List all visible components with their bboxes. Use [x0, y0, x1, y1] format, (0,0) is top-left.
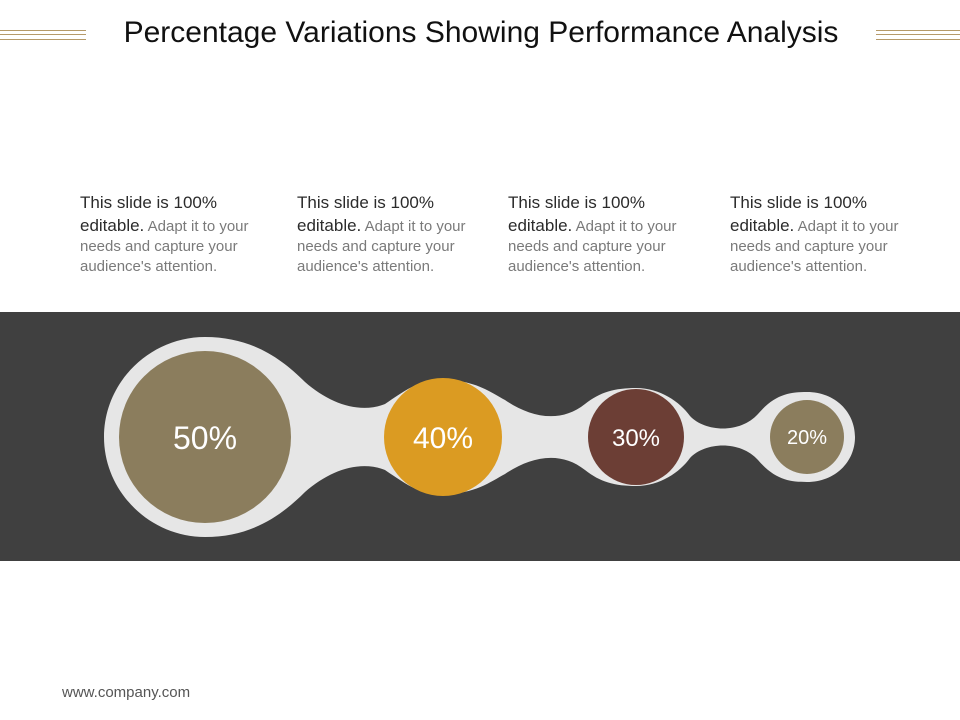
- footer-url: www.company.com: [62, 684, 191, 701]
- bubble-30: [588, 389, 684, 485]
- text-block-4-body: Adapt it to your needs and capture your …: [730, 218, 899, 275]
- percent-label-40: 40%: [413, 422, 473, 455]
- percent-label-50: 50%: [173, 420, 237, 456]
- title-rule-right: [876, 30, 960, 40]
- bubble-20: [770, 400, 844, 474]
- text-block-3-body: Adapt it to your needs and capture your …: [508, 218, 677, 275]
- percent-label-30: 30%: [612, 425, 660, 452]
- text-block-4: This slide is 100% editable. Adapt it to…: [730, 191, 930, 276]
- text-block-3: This slide is 100% editable. Adapt it to…: [508, 191, 708, 276]
- text-block-1-body: Adapt it to your needs and capture your …: [80, 218, 249, 275]
- text-block-2: This slide is 100% editable. Adapt it to…: [297, 191, 497, 276]
- text-block-2-body: Adapt it to your needs and capture your …: [297, 218, 466, 275]
- bubble-40: [384, 378, 502, 496]
- text-block-2-lead: This slide is 100% editable.: [297, 193, 435, 235]
- text-block-3-lead: This slide is 100% editable.: [508, 193, 646, 235]
- slide-title: Percentage Variations Showing Performanc…: [123, 16, 839, 49]
- percent-label-20: 20%: [787, 427, 827, 449]
- text-block-1-lead: This slide is 100% editable.: [80, 193, 218, 235]
- title-rule-left: [0, 30, 86, 40]
- text-block-4-lead: This slide is 100% editable.: [730, 193, 868, 235]
- bubble-50: [119, 351, 291, 523]
- text-block-1: This slide is 100% editable. Adapt it to…: [80, 191, 280, 276]
- bubble-chain-diagram: 50% 40% 30% 20%: [104, 337, 855, 537]
